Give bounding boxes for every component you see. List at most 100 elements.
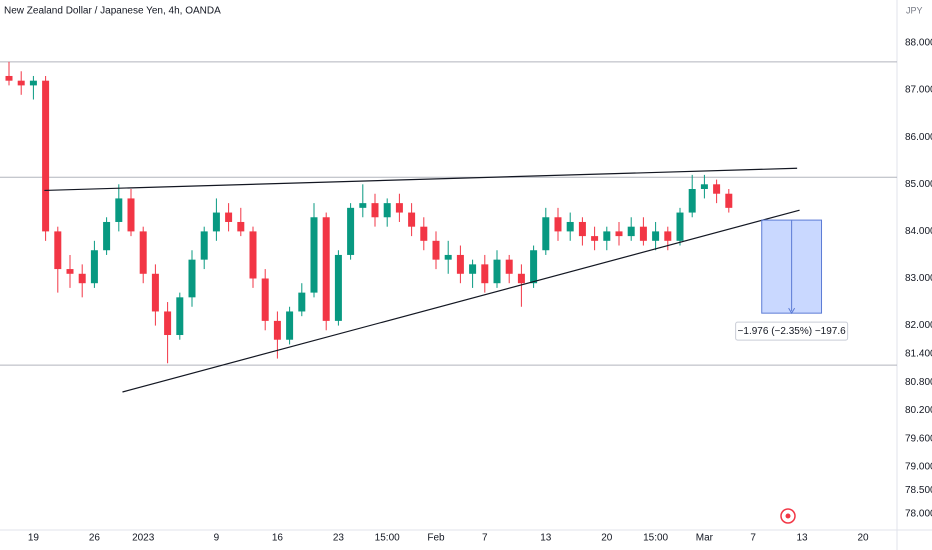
candle (493, 250, 501, 288)
candle (530, 245, 538, 288)
x-tick-label: 13 (796, 533, 808, 544)
candle-body (176, 297, 184, 336)
candle (371, 193, 379, 227)
candle-body (273, 320, 281, 340)
y-tick-label: 86.000 (905, 132, 932, 143)
candle (395, 193, 403, 222)
y-tick-label: 80.200 (905, 405, 932, 416)
chart-title: New Zealand Dollar / Japanese Yen, 4h, O… (4, 6, 221, 17)
candle-body (591, 236, 599, 241)
candle (420, 217, 428, 251)
x-tick-label: 19 (28, 533, 40, 544)
y-tick-label: 83.000 (905, 273, 932, 284)
candle (103, 217, 111, 255)
candle-body (652, 231, 660, 241)
candle (578, 217, 586, 246)
candle (603, 226, 611, 251)
x-tick-label: 16 (272, 533, 284, 544)
x-tick-label: 13 (540, 533, 552, 544)
measure-arrowhead (788, 307, 796, 315)
candle-body (286, 311, 294, 340)
x-tick-label: 7 (482, 533, 488, 544)
x-tick-label: 7 (750, 533, 756, 544)
candle (542, 207, 550, 255)
candle (261, 269, 269, 331)
candle (517, 264, 525, 307)
alert-icon[interactable] (780, 508, 796, 524)
candle-body (90, 250, 98, 284)
y-tick-label: 82.000 (905, 320, 932, 331)
candle-body (700, 184, 708, 190)
candle (17, 71, 25, 95)
candle (29, 75, 37, 100)
candle-body (664, 231, 672, 241)
candle (237, 207, 245, 237)
candle (310, 203, 318, 298)
y-tick-label: 79.600 (905, 433, 932, 444)
candle (200, 226, 208, 270)
candle-body (54, 231, 62, 270)
candle-body (359, 203, 367, 208)
candle (676, 207, 684, 246)
candle-body (383, 203, 391, 218)
candle-body (432, 240, 440, 260)
y-tick-label: 78.500 (905, 485, 932, 496)
candle-body (5, 75, 13, 81)
candle-body (347, 207, 355, 255)
candle-body (115, 198, 123, 222)
candle (432, 231, 440, 270)
y-tick-label: 87.000 (905, 85, 932, 96)
candle-body (615, 231, 623, 237)
candle (164, 302, 172, 364)
candle-body (627, 226, 635, 237)
y-tick-label: 79.000 (905, 462, 932, 473)
candle-body (212, 212, 220, 232)
candle-body (17, 80, 25, 86)
candle-body (395, 203, 403, 213)
candle-body (103, 221, 111, 251)
candle (444, 240, 452, 274)
candle-body (676, 212, 684, 241)
candle-body (225, 212, 233, 222)
candle-body (334, 254, 342, 321)
candle (286, 306, 294, 345)
candle (151, 264, 159, 326)
x-tick-label: 15:00 (643, 533, 668, 544)
candle-body (469, 264, 477, 274)
x-tick-label: 23 (333, 533, 345, 544)
candle-body (688, 189, 696, 213)
candle (90, 240, 98, 288)
candle (359, 184, 367, 218)
candle-body (578, 221, 586, 237)
candle-body (66, 269, 74, 274)
x-tick-label: 20 (857, 533, 869, 544)
candle-body (713, 184, 721, 194)
candle-body (725, 193, 733, 208)
candle (383, 198, 391, 227)
candle-body (542, 217, 550, 251)
candle-body (639, 226, 647, 241)
candle-body (444, 254, 452, 260)
candle (554, 207, 562, 241)
candle (456, 245, 464, 284)
candle (66, 254, 74, 288)
candle-body (188, 259, 196, 298)
candle (688, 174, 696, 218)
candle-body (139, 231, 147, 274)
candle (713, 179, 721, 204)
candle (639, 217, 647, 246)
candle (481, 254, 489, 293)
candle-body (505, 259, 513, 274)
x-tick-label: 2023 (132, 533, 155, 544)
candle (566, 212, 574, 241)
candle (5, 61, 13, 86)
candle (322, 212, 330, 331)
candle-body (261, 278, 269, 321)
candle-body (371, 203, 379, 218)
candle (408, 203, 416, 237)
candle-body (322, 217, 330, 321)
candle (176, 292, 184, 340)
candle (78, 264, 86, 298)
y-tick-label: 80.800 (905, 377, 932, 388)
